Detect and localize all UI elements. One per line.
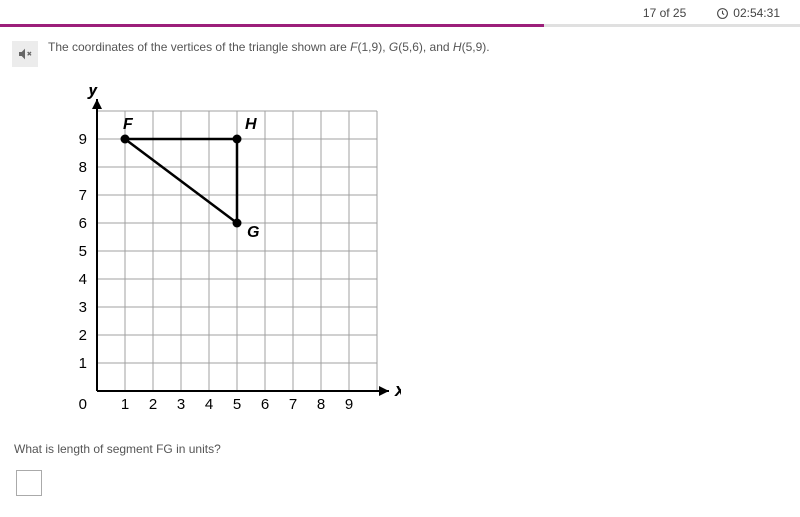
svg-text:F: F: [123, 116, 134, 133]
svg-text:9: 9: [345, 396, 353, 413]
question-prompt: What is length of segment FG in units?: [14, 442, 788, 456]
svg-text:H: H: [245, 116, 257, 133]
question-counter: 17 of 25: [643, 6, 686, 20]
svg-text:5: 5: [233, 396, 241, 413]
svg-text:9: 9: [79, 131, 87, 148]
h-coord: (5,9).: [462, 40, 490, 54]
svg-text:7: 7: [79, 187, 87, 204]
h-label: H: [453, 40, 462, 54]
clock-icon: [716, 7, 729, 20]
svg-text:3: 3: [79, 299, 87, 316]
audio-toggle-button[interactable]: [12, 41, 38, 67]
svg-text:7: 7: [289, 396, 297, 413]
timer: 02:54:31: [716, 6, 780, 20]
svg-text:6: 6: [79, 215, 87, 232]
svg-text:G: G: [247, 224, 259, 241]
timer-value: 02:54:31: [733, 6, 780, 20]
question-text: The coordinates of the vertices of the t…: [48, 39, 490, 56]
g-coord: (5,6), and: [398, 40, 453, 54]
graph-svg: 1 2 3 4 5 6 7 8 9 1 2 3 4 5 6 7 8 9 0 x y F G H: [67, 87, 401, 421]
quiz-header: 17 of 25 02:54:31: [0, 0, 800, 24]
intro: The coordinates of the vertices of the t…: [48, 40, 350, 54]
svg-text:8: 8: [317, 396, 325, 413]
answer-input[interactable]: [16, 470, 42, 496]
svg-text:5: 5: [79, 243, 87, 260]
svg-text:0: 0: [79, 396, 87, 413]
svg-text:6: 6: [261, 396, 269, 413]
triangle-graph: 1 2 3 4 5 6 7 8 9 1 2 3 4 5 6 7 8 9 0 x y F G H: [67, 87, 788, 424]
svg-text:2: 2: [79, 327, 87, 344]
svg-text:1: 1: [121, 396, 129, 413]
svg-text:8: 8: [79, 159, 87, 176]
speaker-mute-icon: [17, 46, 33, 62]
svg-text:1: 1: [79, 355, 87, 372]
svg-text:3: 3: [177, 396, 185, 413]
svg-text:4: 4: [79, 271, 87, 288]
g-label: G: [389, 40, 398, 54]
svg-text:y: y: [87, 87, 99, 99]
f-coord: (1,9),: [358, 40, 389, 54]
svg-text:4: 4: [205, 396, 213, 413]
svg-text:x: x: [394, 380, 401, 400]
content-area: The coordinates of the vertices of the t…: [0, 27, 800, 516]
f-label: F: [350, 40, 357, 54]
svg-text:2: 2: [149, 396, 157, 413]
